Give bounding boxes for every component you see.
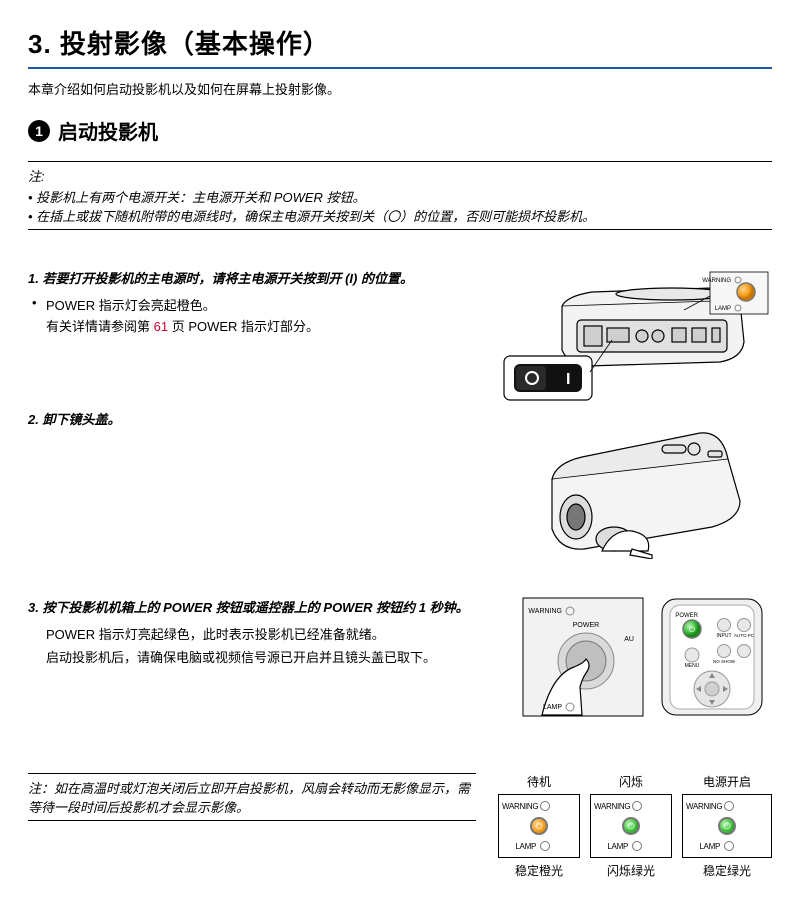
svg-text:I: I [566,371,570,388]
led-lamp-label: LAMP [686,842,720,851]
led-warning-label: WARNING [686,802,720,811]
step-2-row: 2. 卸下镜头盖。 [28,409,772,559]
note-block: 注: 投影机上有两个电源开关：主电源开关和 POWER 按钮。 在插上或拔下随机… [28,162,772,229]
svg-text:LAMP: LAMP [543,704,562,711]
led-warning-label: WARNING [502,802,536,811]
led-lamp-label: LAMP [594,842,628,851]
led-dot-off-icon [540,841,550,851]
svg-text:POWER: POWER [675,613,698,619]
led-dot-off-icon [540,801,550,811]
led-dot-green-icon: ⏻ [718,817,736,835]
svg-text:WARNING: WARNING [528,608,562,615]
svg-text:MENU: MENU [685,663,700,669]
step-2-text: 2. 卸下镜头盖。 [28,409,494,436]
section-number-badge: 1 [28,120,50,142]
led-col-standby: 待机 WARNING ⏻ LAMP 稳定橙光 [498,773,580,879]
lamp-label: LAMP [715,306,731,312]
led-state-panels: 待机 WARNING ⏻ LAMP 稳定橙光 闪烁 WARNING ⏻ LAMP… [498,773,772,879]
led-col-blink: 闪烁 WARNING ⏻ LAMP 闪烁绿光 [590,773,672,879]
intro-text: 本章介绍如何启动投影机以及如何在屏幕上投射影像。 [28,79,772,98]
step-2-title: 2. 卸下镜头盖。 [28,409,494,428]
step-1-subline: 有关详情请参阅第 61 页 POWER 指示灯部分。 [28,316,484,335]
led-dot-orange-icon: ⏻ [530,817,548,835]
footer-row: 注：如在高温时或灯泡关闭后立即开启投影机，风扇会转动而无影像显示，需等待一段时间… [28,773,772,879]
led-bottom-label: 稳定绿光 [682,862,772,879]
led-top-label: 电源开启 [682,773,772,790]
led-box: WARNING ⏻ LAMP [682,794,772,858]
warning-label: WARNING [702,278,731,284]
step-3-line: 启动投影机后，请确保电脑或视频信号源已开启并且镜头盖已取下。 [28,647,504,666]
note-label: 注: [28,166,772,185]
svg-text:NO SHOW: NO SHOW [713,659,736,664]
section-title: 启动投影机 [58,116,158,145]
led-dot-off-icon [632,841,642,851]
led-top-label: 待机 [498,773,580,790]
step-1-text: 1. 若要打开投影机的主电源时，请将主电源开关按到开 (I) 的位置。 POWE… [28,268,484,335]
page-header: 3. 投射影像（基本操作） [28,24,772,61]
step-2-illustration [512,409,772,559]
led-col-on: 电源开启 WARNING ⏻ LAMP 稳定绿光 [682,773,772,879]
led-box: WARNING ⏻ LAMP [590,794,672,858]
led-dot-off-icon [724,841,734,851]
title-underline [28,67,772,69]
led-top-label: 闪烁 [590,773,672,790]
step-1-illustration: WARNING LAMP I [502,268,772,403]
led-dot-off-icon [724,801,734,811]
step-3-illustration: WARNING POWER AU LAMP POWER ⏻ INPUT AUTO… [522,597,772,717]
led-dot-green-icon: ⏻ [622,817,640,835]
step-1-title: 1. 若要打开投影机的主电源时，请将主电源开关按到开 (I) 的位置。 [28,268,484,287]
subline-text: 有关详情请参阅第 [46,319,154,334]
note-item: 在插上或拔下随机附带的电源线时，确保主电源开关按到关（〇）的位置，否则可能损坏投… [28,206,772,225]
svg-text:INPUT: INPUT [717,633,732,639]
footnote: 注：如在高温时或灯泡关闭后立即开启投影机，风扇会转动而无影像显示，需等待一段时间… [28,773,476,821]
step-3-text: 3. 按下投影机机箱上的 POWER 按钮或遥控器上的 POWER 按钮约 1 … [28,597,504,666]
led-bottom-label: 闪烁绿光 [590,862,672,879]
led-bottom-label: 稳定橙光 [498,862,580,879]
page-title: 3. 投射影像（基本操作） [28,24,772,61]
led-box: WARNING ⏻ LAMP [498,794,580,858]
step-3-row: 3. 按下投影机机箱上的 POWER 按钮或遥控器上的 POWER 按钮约 1 … [28,597,772,717]
led-lamp-label: LAMP [502,842,536,851]
svg-text:POWER: POWER [573,622,599,629]
svg-text:AUTO PC: AUTO PC [734,633,755,638]
led-warning-label: WARNING [594,802,628,811]
step-1-row: 1. 若要打开投影机的主电源时，请将主电源开关按到开 (I) 的位置。 POWE… [28,268,772,403]
step-3-line: POWER 指示灯亮起绿色，此时表示投影机已经准备就绪。 [28,624,504,643]
subline-text: 页 POWER 指示灯部分。 [168,319,319,334]
note-item: 投影机上有两个电源开关：主电源开关和 POWER 按钮。 [28,187,772,206]
svg-text:⏻: ⏻ [689,625,696,634]
step-1-bullet: POWER 指示灯会亮起橙色。 [28,295,484,314]
step-3-title: 3. 按下投影机机箱上的 POWER 按钮或遥控器上的 POWER 按钮约 1 … [28,597,504,616]
svg-text:AU: AU [624,636,634,643]
led-dot-off-icon [632,801,642,811]
page-ref: 61 [154,319,168,334]
section-heading: 1 启动投影机 [28,116,772,145]
